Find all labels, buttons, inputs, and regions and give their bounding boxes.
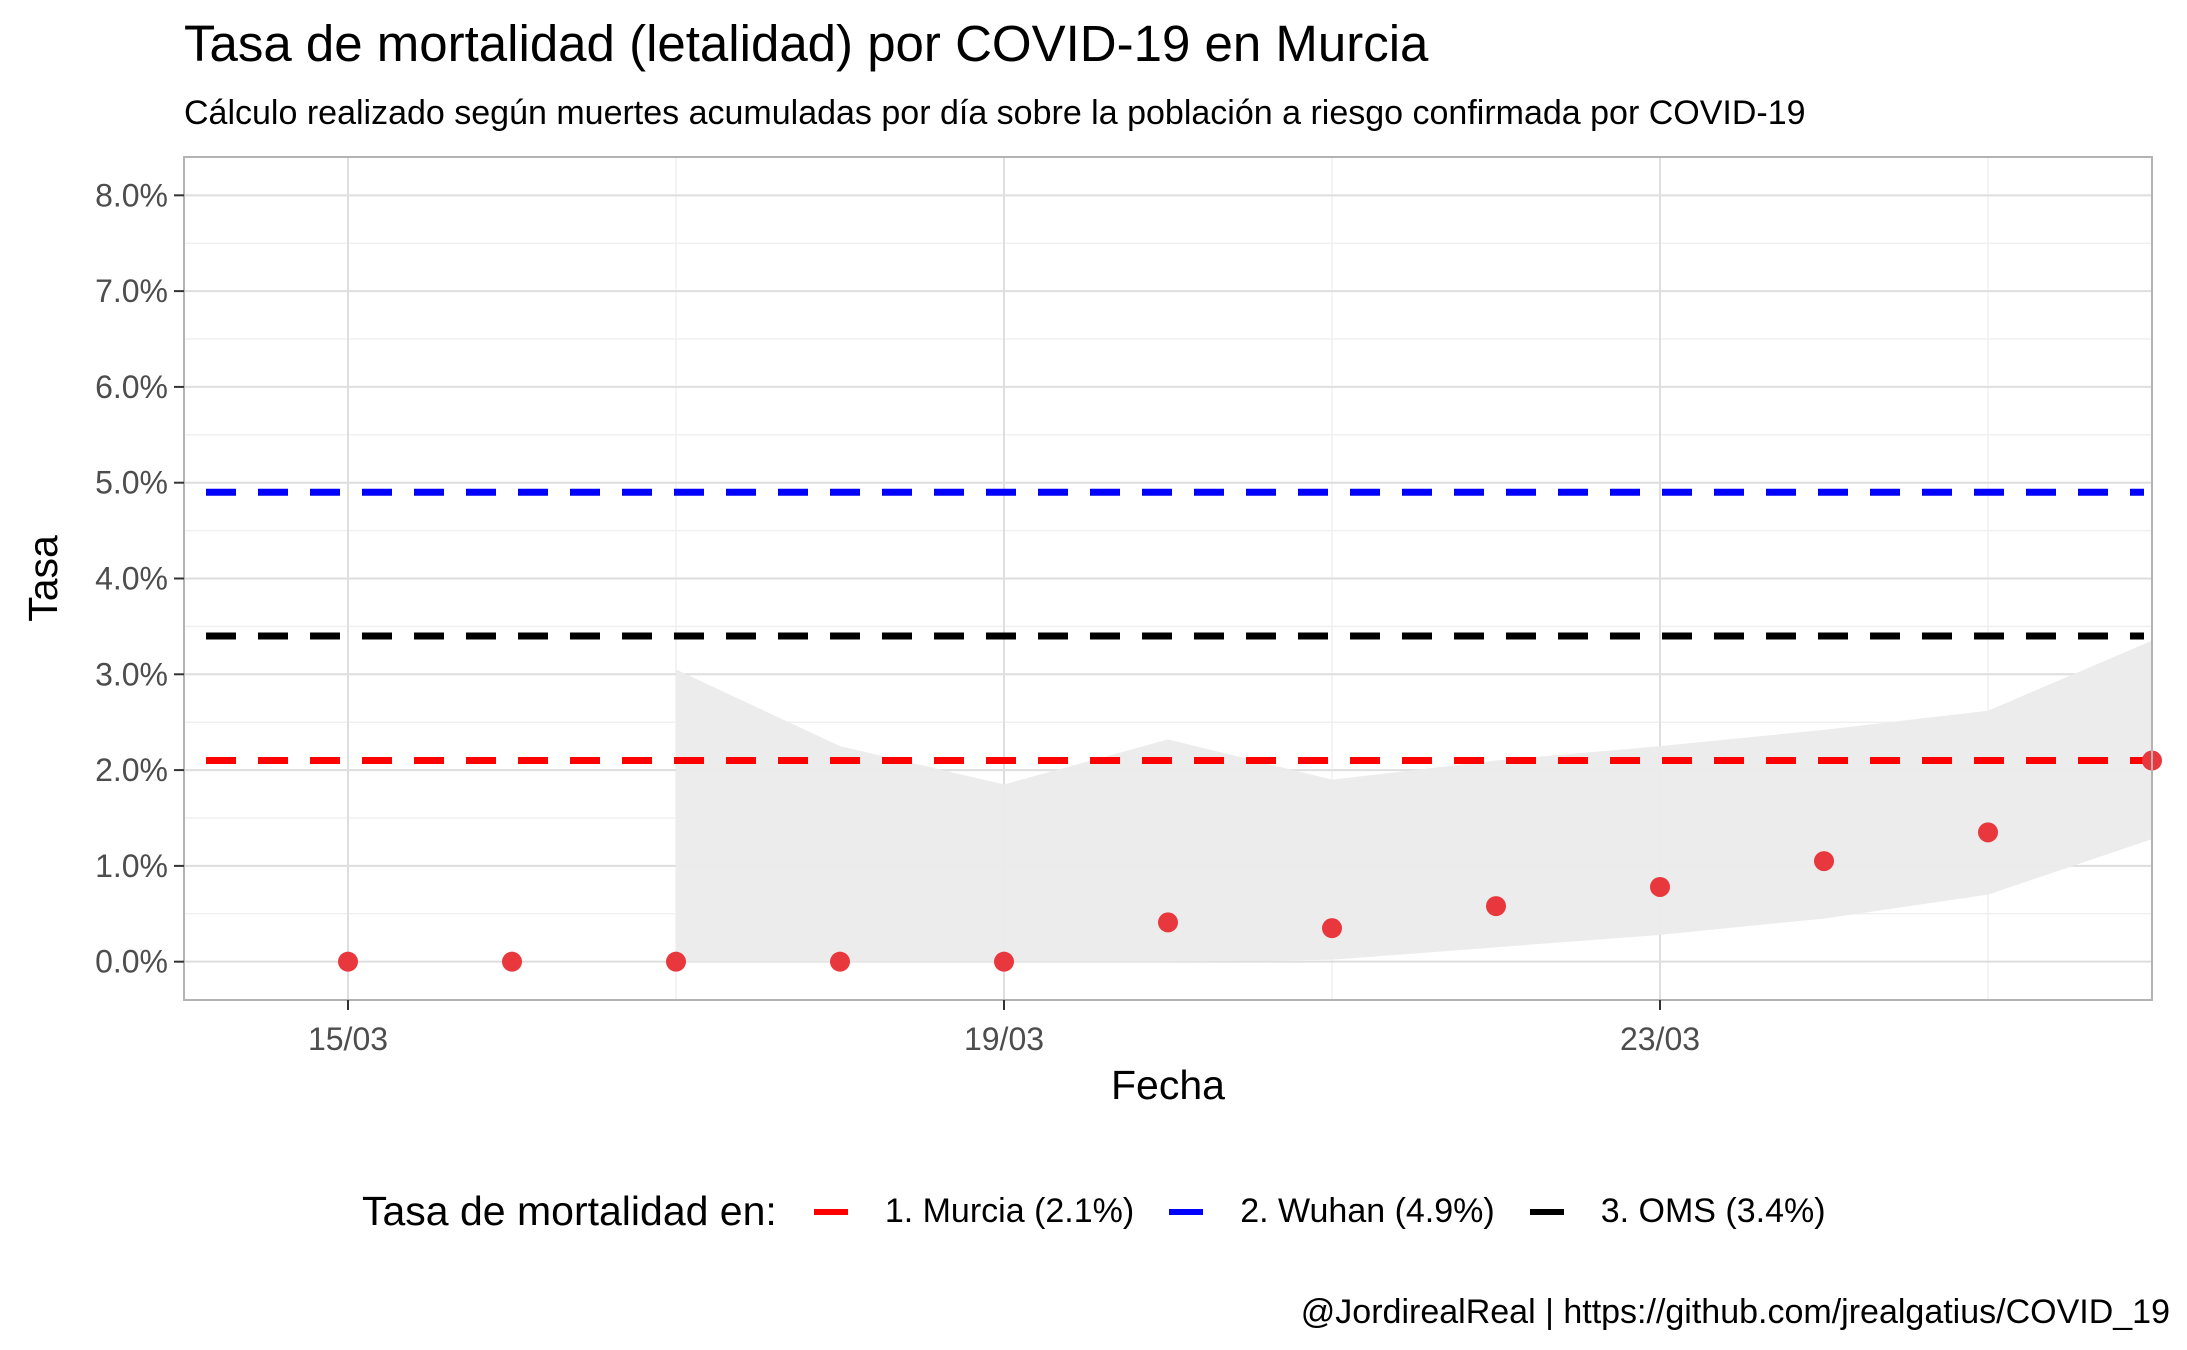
data-point: [1978, 822, 1998, 843]
y-tick-label: 6.0%: [95, 369, 168, 405]
data-point: [502, 951, 522, 972]
x-tick-label: 15/03: [308, 1021, 388, 1057]
chart-subtitle: Cálculo realizado según muertes acumulad…: [184, 94, 1806, 132]
y-tick-label: 7.0%: [95, 273, 168, 309]
data-point: [1322, 918, 1342, 939]
caption: @JordirealReal | https://github.com/jrea…: [1300, 1293, 2170, 1331]
legend-label-wuhan: 2. Wuhan (4.9%): [1240, 1192, 1495, 1230]
x-tick-label: 23/03: [1620, 1021, 1700, 1057]
legend-label-oms: 3. OMS (3.4%): [1600, 1192, 1826, 1230]
data-point: [1486, 896, 1506, 917]
y-tick-label: 1.0%: [95, 848, 168, 884]
legend-label-murcia: 1. Murcia (2.1%): [884, 1192, 1135, 1230]
y-tick-label: 5.0%: [95, 465, 168, 501]
data-point: [1158, 912, 1178, 933]
x-axis-title: Fecha: [1111, 1062, 1225, 1108]
data-point: [994, 951, 1014, 972]
y-tick-label: 0.0%: [95, 944, 168, 980]
y-axis-title: Tasa: [20, 535, 66, 622]
legend-item-oms: 3. OMS (3.4%): [1517, 1192, 1826, 1231]
data-point: [666, 951, 686, 972]
data-point: [830, 951, 850, 972]
legend-item-murcia: 1. Murcia (2.1%): [801, 1192, 1134, 1231]
data-point: [1814, 851, 1834, 872]
legend: Tasa de mortalidad en: 1. Murcia (2.1%) …: [362, 1188, 1848, 1235]
confidence-band: [676, 640, 2152, 962]
legend-key-murcia: [801, 1198, 861, 1226]
legend-title: Tasa de mortalidad en:: [362, 1188, 777, 1234]
legend-item-wuhan: 2. Wuhan (4.9%): [1156, 1192, 1495, 1231]
y-tick-label: 3.0%: [95, 656, 168, 692]
y-tick-label: 8.0%: [95, 177, 168, 213]
y-tick-label: 4.0%: [95, 561, 168, 597]
legend-key-oms: [1517, 1198, 1577, 1226]
y-tick-label: 2.0%: [95, 752, 168, 788]
data-point: [1650, 876, 1670, 897]
data-point: [338, 951, 358, 972]
x-tick-label: 19/03: [964, 1021, 1044, 1057]
chart-title: Tasa de mortalidad (letalidad) por COVID…: [184, 15, 1429, 72]
legend-key-wuhan: [1156, 1198, 1216, 1226]
